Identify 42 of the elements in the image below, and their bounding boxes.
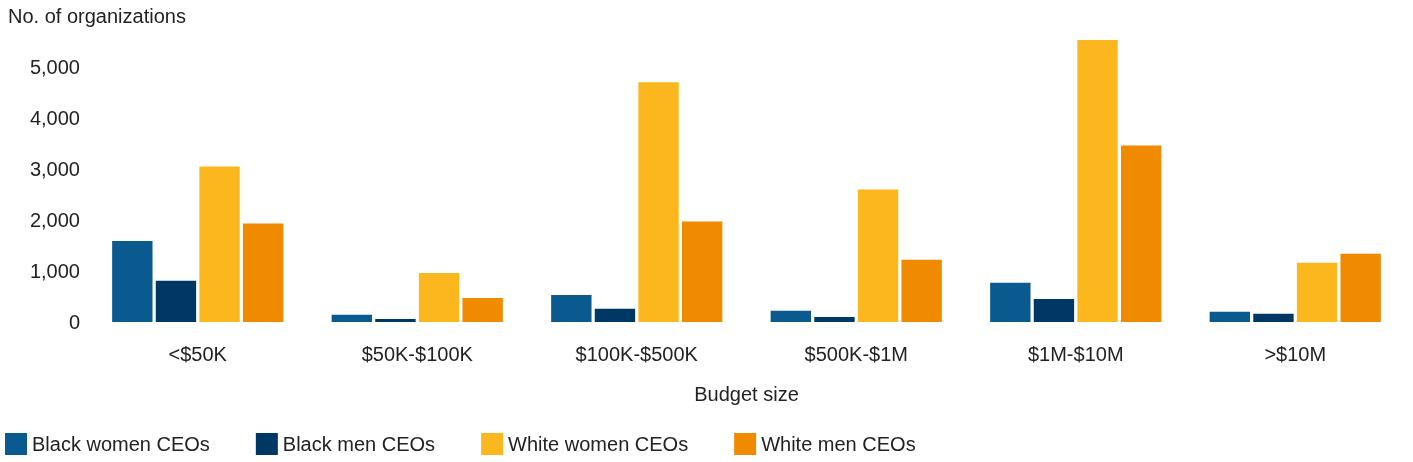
y-tick-label: 3,000	[29, 158, 80, 181]
bar	[242, 223, 284, 322]
bar	[1033, 299, 1075, 322]
bar	[331, 314, 373, 322]
bar	[418, 273, 460, 322]
legend-label: Black men CEOs	[282, 433, 436, 455]
x-tick-label: $1M-$10M	[1027, 343, 1124, 365]
bar	[462, 298, 503, 322]
y-tick-label: 5,000	[29, 56, 80, 79]
y-tick-label: 4,000	[29, 107, 80, 130]
y-axis-title: No. of organizations	[8, 5, 186, 27]
y-tick-label: 2,000	[29, 209, 80, 232]
bar	[594, 308, 636, 322]
bar	[770, 310, 812, 322]
bar	[155, 280, 197, 322]
x-tick-label: >$10M	[1264, 343, 1327, 365]
bar	[199, 166, 240, 322]
bar	[681, 221, 723, 322]
x-axis-title: Budget size	[694, 383, 799, 405]
x-tick-label: $100K-$500K	[575, 343, 699, 365]
bar	[112, 240, 153, 322]
legend-label: White women CEOs	[508, 433, 689, 455]
bar	[990, 282, 1031, 322]
bar	[901, 259, 942, 322]
bar	[551, 294, 592, 322]
bar	[814, 316, 855, 322]
bar	[857, 189, 899, 322]
bar	[1340, 253, 1381, 322]
bar	[1253, 313, 1294, 322]
legend-label: Black women CEOs	[32, 433, 210, 455]
bar	[1209, 311, 1251, 322]
x-tick-label: $500K-$1M	[804, 343, 908, 365]
bar	[1296, 262, 1338, 322]
bar	[375, 318, 416, 322]
x-tick-label: <$50K	[168, 343, 228, 365]
y-tick-label: 1,000	[29, 260, 80, 283]
bar	[638, 82, 679, 322]
x-tick-label: $50K-$100K	[361, 343, 474, 365]
y-tick-label: 0	[68, 311, 80, 333]
bar	[1120, 145, 1162, 322]
bar	[1077, 40, 1118, 322]
legend-label: White men CEOs	[761, 433, 916, 455]
